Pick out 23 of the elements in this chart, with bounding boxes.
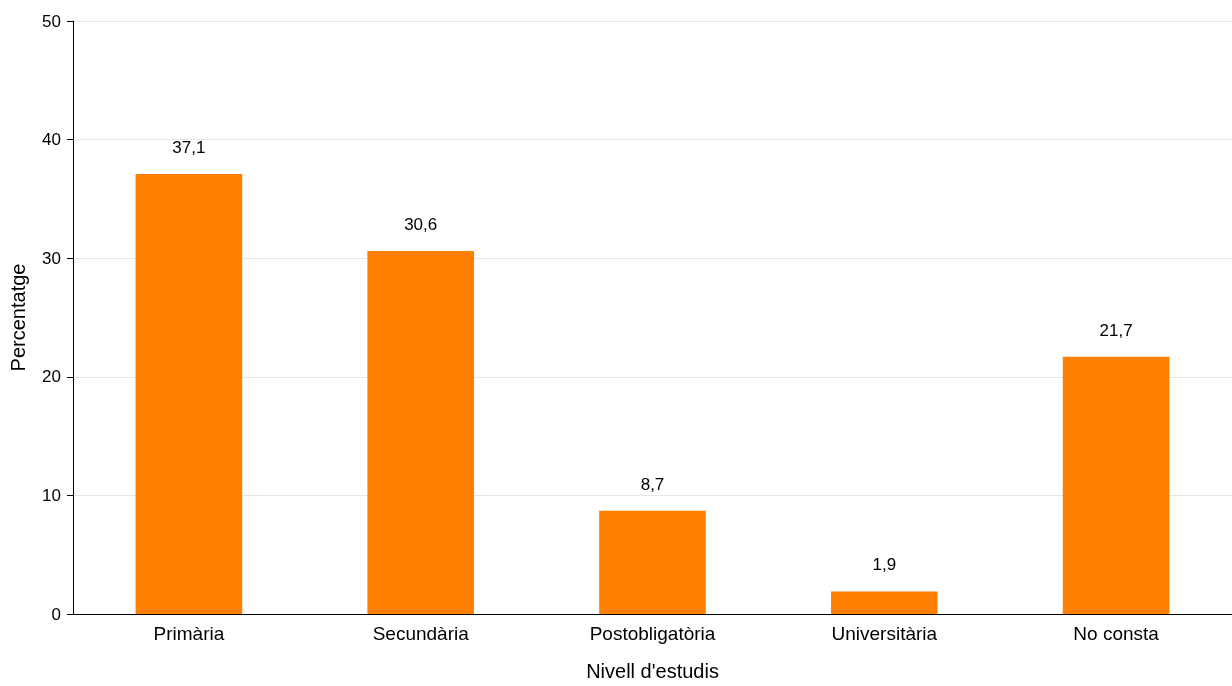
y-tick-label: 10	[42, 485, 61, 505]
x-tick-label: No consta	[1073, 623, 1160, 644]
y-axis-title: Percentatge	[7, 263, 29, 372]
y-tick-label: 30	[42, 248, 61, 268]
bar	[367, 251, 475, 614]
x-tick-label: Secundària	[372, 623, 470, 644]
bar	[599, 510, 706, 614]
x-tick-label: Universitària	[831, 623, 938, 644]
y-tick-label: 40	[42, 130, 61, 150]
data-label: 8,7	[640, 474, 665, 494]
x-tick-label: Primària	[153, 623, 225, 644]
y-tick-label: 20	[42, 367, 61, 387]
data-label: 1,9	[872, 555, 897, 575]
data-label: 21,7	[1099, 320, 1133, 340]
bar	[1062, 356, 1170, 614]
y-tick-label: 0	[51, 604, 61, 624]
data-label: 37,1	[172, 137, 206, 157]
x-axis-title: Nivell d'estudis	[586, 660, 719, 682]
bar	[135, 173, 243, 614]
x-tick-label: Postobligatòria	[589, 623, 716, 644]
bar	[830, 591, 938, 614]
data-label: 30,6	[404, 215, 438, 235]
y-tick-label: 50	[42, 11, 61, 31]
